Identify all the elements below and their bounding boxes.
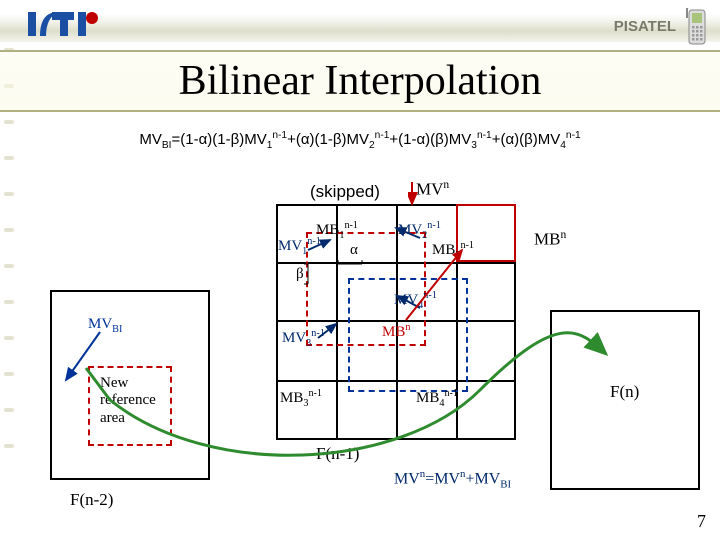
phone-icon xyxy=(682,8,712,53)
header-project-label: PISATEL xyxy=(614,18,676,35)
label-mbn-center: MBn xyxy=(382,322,410,341)
formula: MVBI=(1-α)(1-β)MV1n-1+(α)(1-β)MV2n-1+(1-… xyxy=(20,130,700,151)
slide-title-bar: Bilinear Interpolation xyxy=(0,50,720,112)
header-bar xyxy=(0,14,720,42)
formula-lhs: MVBI xyxy=(139,131,171,148)
label-mv3: MV3n-1 xyxy=(282,328,325,349)
label-mbn-right: MBn xyxy=(534,228,566,250)
label-fn1: F(n-1) xyxy=(316,444,359,464)
label-mv2: MV2n-1 xyxy=(398,220,441,241)
label-mv4: MV4n-1 xyxy=(394,290,437,311)
label-fn: F(n) xyxy=(610,382,639,402)
arrow-mvbi xyxy=(60,320,170,410)
slide-title: Bilinear Interpolation xyxy=(179,57,542,105)
label-alpha: α xyxy=(350,242,358,259)
label-identity: MVn=MVn+MVBI xyxy=(394,468,511,491)
isti-logo xyxy=(28,6,100,49)
label-skipped: (skipped) xyxy=(310,182,380,202)
label-fn2: F(n-2) xyxy=(70,490,113,510)
formula-rhs: =(1-α)(1-β)MV1n-1+(α)(1-β)MV2n-1+(1-α)(β… xyxy=(171,131,580,148)
page-number: 7 xyxy=(697,511,706,532)
brace-beta xyxy=(302,262,312,286)
label-mb4: MB4n-1 xyxy=(416,388,458,409)
label-mv1: MV1n-1 xyxy=(278,236,321,257)
label-mb1: MB1n-1 xyxy=(316,220,358,241)
label-mb2: MB2n-1 xyxy=(432,240,474,261)
label-mb3: MB3n-1 xyxy=(280,388,322,409)
brace-alpha xyxy=(336,258,364,268)
diagram: F(n-2) New reference area MVBI F(n-1) (s… xyxy=(0,170,720,530)
